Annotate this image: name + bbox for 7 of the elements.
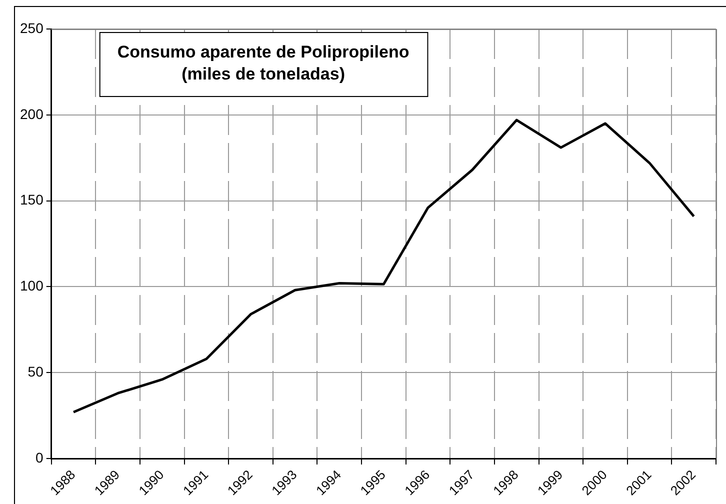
y-tick-label: 50 — [28, 363, 44, 380]
y-tick-label: 250 — [20, 20, 44, 36]
y-tick-label: 0 — [36, 449, 44, 466]
text: Consumo aparente de Polipropileno (miles de toneladas) — [117, 42, 410, 84]
y-tick-label: 150 — [20, 192, 44, 208]
y-tick-label: 100 — [20, 278, 44, 294]
y-tick-label: 200 — [20, 106, 44, 122]
